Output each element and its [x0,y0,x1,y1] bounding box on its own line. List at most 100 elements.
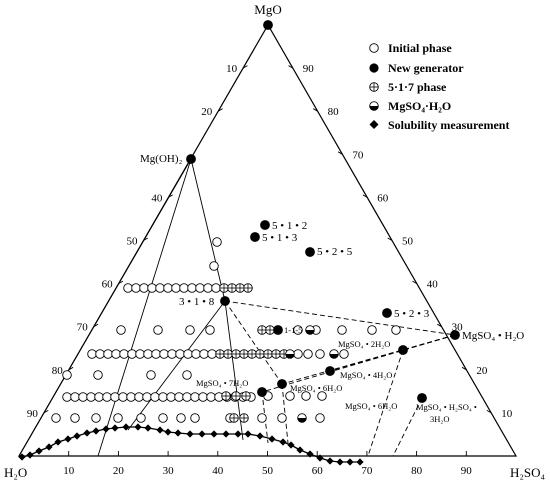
right-edge-tick-10 [288,65,294,69]
initial-phase-point [62,392,72,402]
label-5-2-3: 5 • 2 • 3 [394,308,430,320]
initial-phase-point [293,325,303,335]
label-5-1-2: 5 • 1 • 2 [272,220,307,232]
solubility-point [144,424,152,432]
label-mgso4-2h2o: MgSO₄ • 2H₂O [338,339,390,349]
phase-517-point [263,349,273,359]
solubility-point [287,441,295,449]
initial-phase-point [367,325,377,335]
mgo-vertex-point [263,20,273,30]
mgso4-h2so4-3h2o-point [417,393,427,403]
bottom-edge-tick-label-40: 40 [212,465,224,477]
initial-phase-point [155,283,165,293]
phase-517-point [221,391,231,401]
initial-phase-point [131,283,141,293]
initial-phase-point [176,413,186,423]
right-edge-tick-90 [486,410,492,414]
initial-phase-point [285,391,295,401]
initial-phase-point [171,283,181,293]
initial-phase-point [142,392,152,402]
solubility-point [122,423,130,431]
solubility-point [54,438,62,446]
solubility-point [92,427,100,435]
left-edge-tick-label-10: 10 [226,63,238,75]
initial-phase-point [339,349,349,359]
initial-phase-point [207,349,217,359]
solubility-point [186,430,194,438]
solubility-point [244,430,252,438]
initial-phase-point [337,325,347,335]
initial-phase-point [190,413,200,423]
label-mgso4-6h2o-a: MgSO₄ • 6H₂O [290,383,342,393]
initial-phase-point [119,349,129,359]
initial-phase-point [199,349,209,359]
initial-phase-point [158,413,168,423]
initial-phase-point [143,349,153,359]
left-edge-tick-label-60: 60 [102,279,114,291]
solubility-point [356,458,364,466]
solubility-point [45,443,53,451]
initial-phase-point [87,349,97,359]
legend-label-initial: Initial phase [388,41,452,55]
solubility-point [156,426,164,434]
legend-label-new: New generator [388,61,464,75]
right-edge-tick-40 [362,194,368,198]
phase-517-point [271,349,281,359]
initial-phase-point [277,413,287,423]
label-1-1-5: 1-1-5 [284,325,302,335]
vertex-label-h2o: H₂O [4,465,27,480]
initial-phase-point [175,349,185,359]
initial-phase-point [211,283,221,293]
initial-phase-point [187,283,197,293]
mgso4-h2o-point [329,349,339,359]
right-edge-tick-label-80: 20 [476,365,488,377]
initial-phase-point [147,283,157,293]
solubility-point [336,458,344,466]
solubility-point [316,454,324,462]
right-edge-tick-label-90: 10 [501,408,513,420]
initial-phase-point [303,349,313,359]
solubility-point [64,435,72,443]
phase-labels: Mg(OH)₂ 3 • 1 • 8 5 • 1 • 2 5 • 1 • 3 5 … [140,153,524,342]
solubility-point [279,438,287,446]
initial-phase-point [315,413,325,423]
solubility-point [222,430,230,438]
bottom-edge-tick-label-70: 70 [361,465,373,477]
phase-517-point [257,325,267,335]
solubility-point [234,430,242,438]
legend-open-circle-icon [369,43,379,53]
solubility-point [174,429,182,437]
phase-517-point [235,283,245,293]
right-edge-tick-80 [461,366,467,371]
phase-5-1-2-point [260,220,270,230]
left-edge-tick-label-40: 40 [151,192,163,204]
phase-517-point [255,349,265,359]
phase-517-point [231,349,241,359]
initial-phase-point [179,283,189,293]
left-edge-tick-label-80: 80 [52,365,64,377]
initial-phase-point [126,392,136,402]
solubility-point [268,435,276,443]
solubility-point [198,430,206,438]
initial-phase-point [191,349,201,359]
phase-517-point [215,349,225,359]
initial-phase-point [134,392,144,402]
initial-phase-point [317,391,327,401]
bottom-edge-tick-label-80: 80 [411,465,423,477]
phase-5-1-3-point [250,232,260,242]
edge-ticks: 10 20 40 50 60 70 80 90 90 80 70 60 50 40 30 20 10 10 20 30… [27,63,513,477]
initial-phase-point [206,392,216,402]
phase-517-point [243,283,253,293]
initial-phase-point [111,349,121,359]
right-edge-tick-30 [337,151,343,155]
phase-517-point [227,283,237,293]
right-edge-tick-label-10: 90 [303,63,315,75]
initial-phase-point [203,283,213,293]
tie-lines [18,158,244,457]
phase-517-point [231,391,241,401]
bottom-edge-tick-label-30: 30 [163,465,175,477]
initial-phase-point [315,349,325,359]
legend-half-circle-icon [369,101,379,111]
bottom-edge-tick-label-50: 50 [262,465,274,477]
initial-phase-point [190,392,200,402]
